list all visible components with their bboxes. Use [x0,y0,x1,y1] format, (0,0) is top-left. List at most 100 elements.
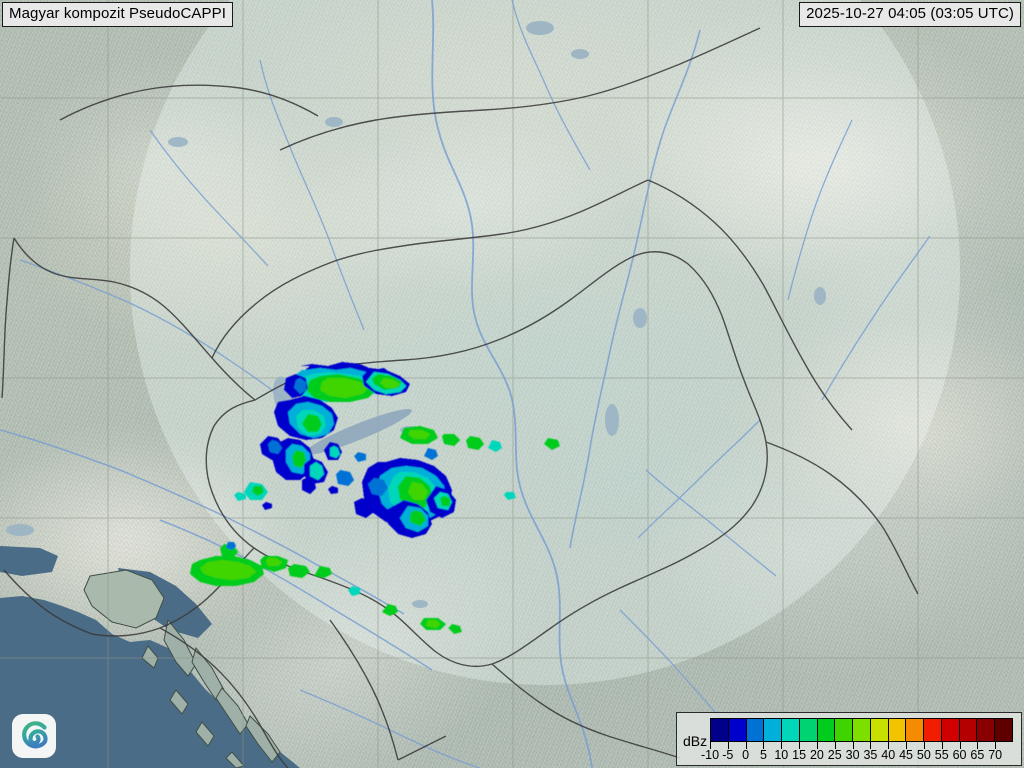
colorbar-tick-60 [959,742,961,749]
mur-river [19,259,313,421]
prut-river [821,235,931,401]
echo-cluster-isolated-south [348,586,462,634]
border-italy [1,237,15,399]
bosna-river [299,689,481,768]
tisza-river [569,29,701,549]
danube-river [431,0,593,768]
adriatic-sea [0,596,300,768]
colorbar-swatch-10 [782,719,800,741]
colorbar-tick-45 [906,742,908,749]
colorbar-swatch-65 [977,719,996,741]
colorbar-swatch--5 [728,719,747,741]
colorbar-swatch-45 [906,719,925,741]
border-adriatic-coast [3,569,93,635]
colorbar-ticklabel-20: 20 [809,748,824,762]
sava-river [159,519,433,671]
colorbar-tick-40 [888,742,890,749]
border-bosnia [329,619,399,761]
colorbar-swatch-25 [835,719,854,741]
colorbar-swatch-0 [746,719,765,741]
colorbar-ticks [710,742,1013,749]
echo-cluster-southwest-band [190,542,332,586]
lake-south [412,600,428,608]
timestamp-label: 2025-10-27 04:05 (03:05 UTC) [799,2,1021,27]
colorbar-ticklabel-65: 65 [970,748,985,762]
colorbar-tick-35 [870,742,872,749]
colorbar-tick--10 [710,742,711,749]
colorbar-ticklabel--10: -10 [700,748,720,762]
border-montenegro [397,735,447,761]
colorbar-swatch-60 [959,719,978,741]
colorbar-swatch-50 [924,719,942,741]
lake-north-2 [571,49,589,59]
lake-bodensee [6,524,34,536]
border-ukraine [647,179,853,431]
page-title: Magyar kompozit PseudoCAPPI [2,2,233,27]
lake-east-1 [814,287,826,305]
lake-west [168,137,188,147]
border-poland [279,27,761,151]
colorbar-swatch-30 [853,719,871,741]
colorbar-tick-20 [816,742,818,749]
colorbar-ticklabel-60: 60 [952,748,967,762]
timis-river [619,609,729,729]
colorbar-tick-15 [799,742,801,749]
colorbar-tick-25 [834,742,836,749]
rivers [0,0,931,768]
colorbar-ticklabel-15: 15 [792,748,807,762]
danube-delta-lake [0,546,58,576]
dbz-colorbar-legend[interactable]: dBz -10 -5 0 5 10 15 20 25 30 35 40 45 50 55 60 65 70 [676,712,1022,766]
border-austria [13,237,256,401]
colorbar-ticklabel-5: 5 [759,748,767,762]
lake-tisza [605,404,619,436]
echo-cluster-north-balaton [284,362,410,402]
echo-cluster-southwest-cells [244,436,354,500]
lake-north-3 [325,117,343,127]
colorbar-unit-label: dBz [683,733,708,749]
colorbar-swatch-5 [764,719,783,741]
colorbar-tick-30 [852,742,854,749]
country-borders [1,27,919,768]
colorbar-tick-5 [763,742,765,749]
colorbar-ticklabel-25: 25 [827,748,842,762]
border-czech [59,84,319,121]
bohemian-relief [20,60,300,250]
colorbar-swatch-15 [799,719,818,741]
colorbar-swatch--10 [711,719,729,741]
echo-cluster-balaton-west [274,396,338,440]
colorbar-ticklabel-35: 35 [863,748,878,762]
border-romania [765,441,919,595]
colorbar-ticklabel-70: 70 [988,748,1003,762]
colorbar-tick-10 [781,742,783,749]
colorbar-tick-70 [995,742,997,749]
colorbar-swatch-70 [995,719,1013,741]
hungaromet-logo[interactable] [12,714,56,758]
border-slovakia-north [211,179,649,359]
colorbar-ticklabel-30: 30 [845,748,860,762]
istria-peninsula [83,569,165,629]
thaya-river [149,129,269,267]
colorbar-ticklabel-0: 0 [742,748,750,762]
colorbar-ticklabel-10: 10 [774,748,789,762]
lake-north-1 [526,21,554,35]
echo-small-cells [234,438,560,510]
echo-cluster-south-central [354,458,456,538]
colorbar-ticklabel-40: 40 [881,748,896,762]
hornad-river [511,0,591,171]
morava-river [259,59,365,331]
colorbar-tick--5 [727,742,729,749]
colorbar-tick-0 [745,742,747,749]
colorbar-swatch-40 [888,719,907,741]
colorbar-tick-50 [923,742,925,749]
echo-cluster-central-scatter [400,426,502,460]
croatian-islands [141,618,281,768]
border-serbia [491,663,681,759]
colorbar-ticklabel-50: 50 [916,748,931,762]
siret-river [787,119,853,301]
colorbar-ticklabel-45: 45 [899,748,913,762]
mures-river [637,419,761,539]
lake-orava [633,308,647,328]
